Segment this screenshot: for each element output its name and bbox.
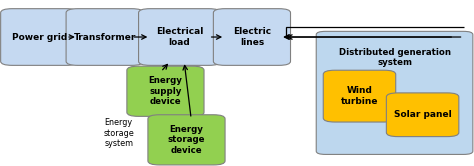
Text: Electric
lines: Electric lines bbox=[233, 27, 271, 47]
Text: Energy
storage
system: Energy storage system bbox=[103, 119, 134, 148]
Text: Electrical
load: Electrical load bbox=[156, 27, 203, 47]
FancyBboxPatch shape bbox=[66, 9, 143, 65]
FancyBboxPatch shape bbox=[138, 9, 220, 65]
FancyBboxPatch shape bbox=[127, 66, 204, 116]
Text: Energy
supply
device: Energy supply device bbox=[148, 76, 182, 106]
Text: Solar panel: Solar panel bbox=[394, 110, 451, 119]
FancyBboxPatch shape bbox=[148, 115, 225, 165]
Text: Distributed generation
system: Distributed generation system bbox=[338, 47, 451, 67]
FancyBboxPatch shape bbox=[316, 31, 473, 154]
FancyBboxPatch shape bbox=[213, 9, 291, 65]
Text: Wind
turbine: Wind turbine bbox=[341, 86, 378, 106]
Text: Power grid: Power grid bbox=[11, 33, 67, 42]
FancyBboxPatch shape bbox=[0, 9, 78, 65]
Text: Transformer: Transformer bbox=[73, 33, 136, 42]
Text: Energy
storage
device: Energy storage device bbox=[168, 125, 205, 155]
FancyBboxPatch shape bbox=[323, 70, 396, 122]
FancyBboxPatch shape bbox=[386, 93, 459, 137]
